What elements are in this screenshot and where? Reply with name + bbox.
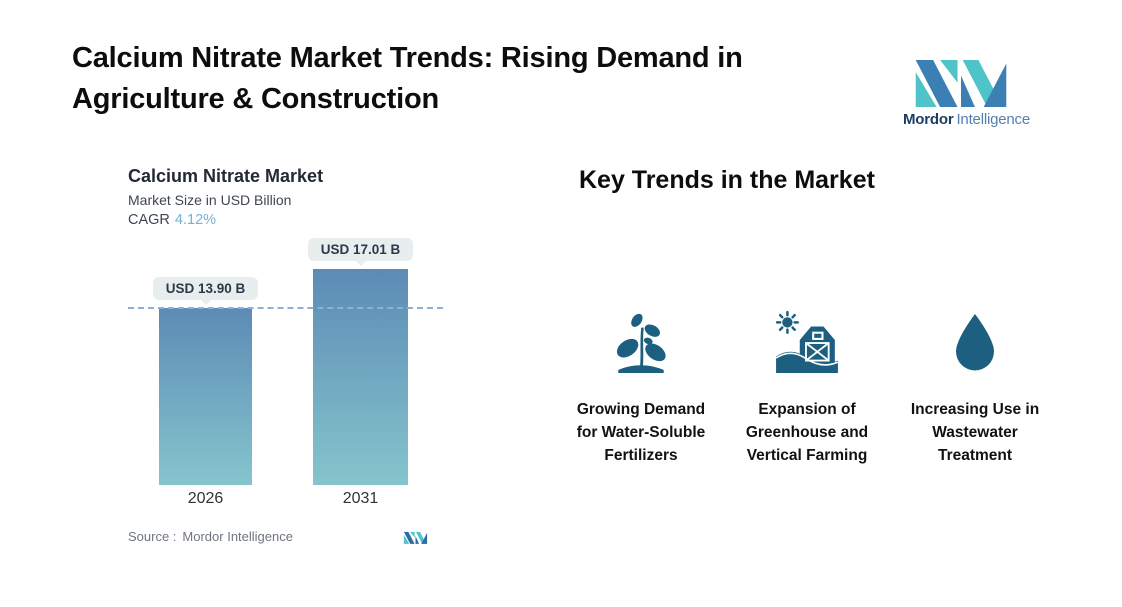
trend-label-greenhouse: Expansion of Greenhouse and Vertical Far…	[745, 401, 869, 464]
brand-name-primary: Mordor	[903, 111, 954, 128]
source-label: Source :	[128, 529, 177, 544]
source-value: Mordor Intelligence	[182, 529, 293, 544]
droplet-icon	[943, 306, 1007, 378]
cagr-label: CAGR	[128, 212, 170, 228]
x-tick-2026: 2026	[187, 490, 224, 507]
chart-subtitle: Market Size in USD Billion	[128, 192, 292, 208]
value-label-caret	[199, 299, 212, 305]
page-title: Calcium Nitrate Market Trends: Rising De…	[72, 38, 872, 120]
bar-column-2026: USD 13.90 B	[152, 238, 259, 485]
trend-label-wastewater: Increasing Use in Wastewater Treatment	[910, 401, 1040, 464]
bar-chart-plot: USD 13.90 B USD 17.01 B	[128, 238, 445, 485]
brand-wordmark: Mordor Intelligence	[903, 111, 1030, 128]
cagr-value: 4.12%	[174, 212, 217, 228]
key-trends-row: Growing Demand for Water-Soluble Fertili…	[566, 306, 1050, 467]
market-chart-block: Calcium Nitrate Market Market Size in US…	[128, 166, 445, 544]
trend-item-greenhouse: Expansion of Greenhouse and Vertical Far…	[722, 306, 892, 467]
mordor-intelligence-mini-logo-icon	[403, 531, 428, 544]
source-row: Source : Mordor Intelligence	[128, 529, 428, 544]
bar-2031	[313, 269, 408, 485]
source-text: Source : Mordor Intelligence	[128, 529, 293, 544]
value-label-2026: USD 13.90 B	[152, 277, 259, 300]
trend-item-wastewater: Increasing Use in Wastewater Treatment	[900, 306, 1050, 467]
x-tick-2031: 2031	[342, 490, 379, 507]
value-label-caret	[354, 260, 367, 266]
trend-label-fertilizers: Growing Demand for Water-Soluble Fertili…	[576, 401, 706, 464]
barn-icon	[772, 306, 842, 378]
mordor-intelligence-logo-icon	[915, 59, 1007, 107]
key-trends-heading: Key Trends in the Market	[579, 166, 875, 194]
chart-cagr: CAGR 4.12%	[128, 212, 445, 228]
reference-line	[128, 307, 443, 309]
bar-column-2031: USD 17.01 B	[307, 238, 414, 485]
x-axis-labels: 2026 2031	[128, 490, 445, 508]
chart-title: Calcium Nitrate Market	[128, 166, 324, 186]
trend-item-fertilizers: Growing Demand for Water-Soluble Fertili…	[566, 306, 716, 467]
brand-logo: Mordor Intelligence	[903, 53, 1030, 128]
brand-name-secondary: Intelligence	[956, 111, 1030, 128]
bar-2026	[159, 308, 252, 485]
plant-icon	[608, 306, 674, 378]
page-title-line-2: Agriculture & Construction	[72, 83, 439, 115]
page-title-line-1: Calcium Nitrate Market Trends: Rising De…	[72, 42, 743, 74]
value-label-2031: USD 17.01 B	[307, 238, 414, 261]
